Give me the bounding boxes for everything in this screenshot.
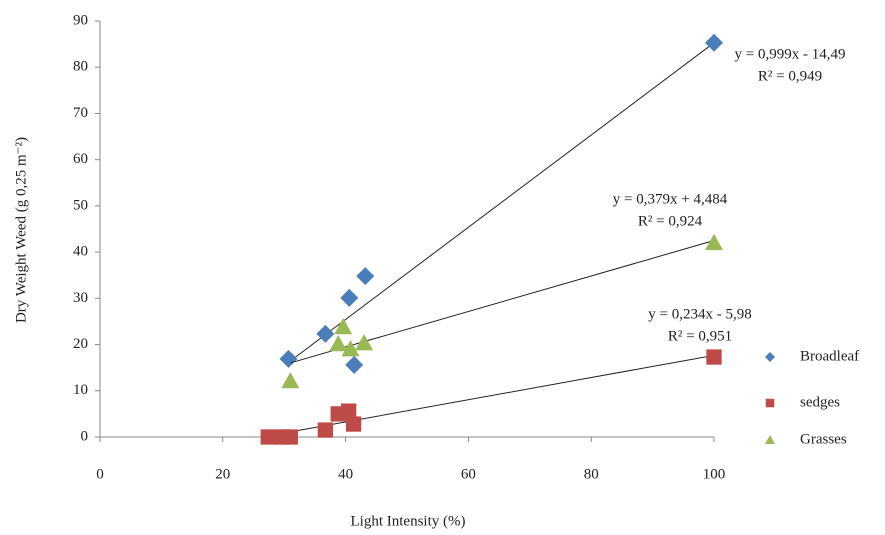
data-point xyxy=(355,334,374,351)
trendline-equation: y = 0,999x - 14,49 xyxy=(735,46,846,62)
data-point xyxy=(329,335,348,352)
trendline-equation: y = 0,379x + 4,484 xyxy=(613,191,728,207)
y-tick-label: 10 xyxy=(73,382,88,398)
data-point xyxy=(340,288,359,307)
data-point xyxy=(260,429,276,445)
data-point xyxy=(341,340,360,357)
x-tick-label: 60 xyxy=(461,466,476,482)
trendline xyxy=(288,42,715,363)
y-tick-label: 70 xyxy=(73,105,88,121)
legend-marker xyxy=(765,352,775,362)
x-tick-label: 0 xyxy=(96,466,104,482)
trendline-equation: R² = 0,924 xyxy=(638,213,703,229)
trendline xyxy=(268,354,715,437)
y-tick-label: 30 xyxy=(73,290,88,306)
y-tick-label: 80 xyxy=(73,59,88,75)
data-point xyxy=(705,233,723,251)
legend-label: sedges xyxy=(800,394,840,410)
data-point xyxy=(282,429,298,445)
x-tick-label: 40 xyxy=(338,466,353,482)
data-point xyxy=(279,349,298,368)
data-point xyxy=(281,372,300,389)
data-point xyxy=(316,324,335,343)
data-point xyxy=(345,355,364,374)
y-tick-label: 20 xyxy=(73,336,88,352)
trendline-equation: R² = 0,951 xyxy=(668,328,732,344)
y-tick-label: 40 xyxy=(73,244,88,260)
data-point xyxy=(705,33,723,52)
y-tick-label: 50 xyxy=(73,197,88,213)
x-tick-label: 80 xyxy=(584,466,599,482)
data-point xyxy=(356,267,375,286)
data-point xyxy=(317,422,333,438)
trendline-equation: R² = 0,949 xyxy=(758,68,822,84)
data-point xyxy=(706,349,722,365)
x-axis-title: Light Intensity (%) xyxy=(351,513,466,529)
y-tick-label: 0 xyxy=(81,428,89,444)
y-axis-title: Dry Weight Weed (g 0,25 m⁻²) xyxy=(13,137,29,323)
data-point xyxy=(345,416,362,432)
x-tick-label: 100 xyxy=(703,466,726,482)
y-tick-label: 90 xyxy=(73,12,88,28)
x-tick-label: 20 xyxy=(215,466,230,482)
legend-marker xyxy=(765,398,775,408)
legend-label: Broadleaf xyxy=(800,348,859,364)
data-point xyxy=(341,403,357,419)
data-point xyxy=(334,317,353,335)
y-tick-label: 60 xyxy=(73,151,88,167)
legend-label: Grasses xyxy=(800,431,847,447)
trendline-equation: y = 0,234x - 5,98 xyxy=(648,306,751,322)
legend-marker xyxy=(765,435,775,444)
